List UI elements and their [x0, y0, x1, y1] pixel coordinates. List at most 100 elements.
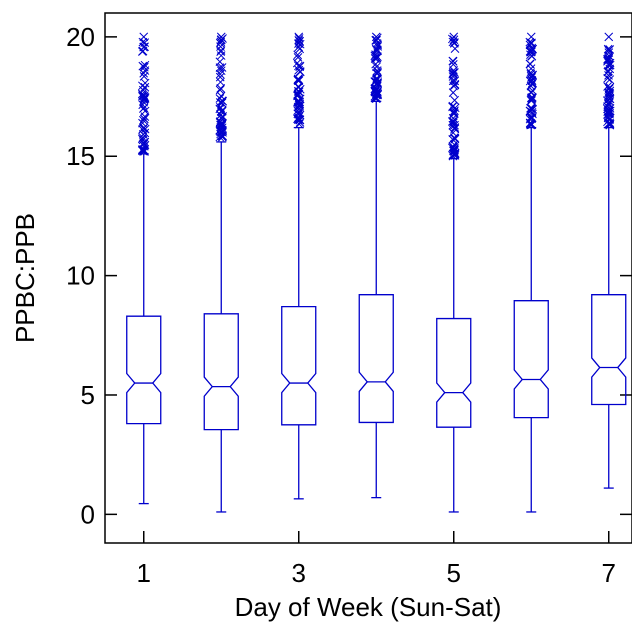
outlier-marker [450, 134, 460, 144]
outlier-marker [604, 32, 614, 42]
outlier-marker [449, 32, 459, 42]
outlier-marker [137, 145, 147, 155]
outlier-marker [216, 110, 225, 120]
outlier-marker [371, 86, 380, 95]
outlier-marker [216, 77, 225, 87]
plot-frame [104, 12, 632, 544]
outlier-marker [216, 91, 226, 101]
outlier-marker [295, 94, 305, 104]
outlier-marker [604, 46, 613, 55]
outlier-marker [138, 118, 147, 128]
x-axis-label: Day of Week (Sun-Sat) [235, 592, 502, 622]
y-tick-label: 10 [66, 261, 95, 291]
outlier-marker [448, 88, 458, 97]
box-body [126, 315, 162, 425]
box-series [126, 32, 627, 513]
outlier-marker [294, 32, 304, 42]
x-tick-label: 5 [447, 558, 461, 588]
outlier-marker [370, 54, 380, 63]
outlier-markers [370, 32, 383, 103]
outlier-marker [604, 90, 614, 100]
outlier-marker [448, 68, 458, 78]
outlier-marker [139, 72, 149, 81]
y-axis: 0 5 10 15 20 [66, 22, 632, 529]
outlier-marker [605, 120, 615, 130]
box-day-2 [203, 32, 239, 513]
outlier-marker [295, 84, 305, 94]
outlier-marker [216, 51, 226, 60]
outlier-marker [603, 44, 613, 54]
outlier-marker [139, 114, 149, 124]
box-body [591, 294, 627, 406]
outlier-marker [527, 120, 537, 130]
outlier-marker [373, 77, 382, 87]
outlier-marker [450, 95, 459, 105]
outlier-marker [139, 32, 149, 42]
outlier-marker [294, 34, 304, 43]
outlier-marker [373, 79, 382, 89]
outlier-marker [373, 46, 382, 56]
outlier-marker [449, 81, 458, 91]
outlier-marker [604, 71, 613, 80]
outlier-marker [525, 59, 535, 69]
outlier-marker [138, 61, 148, 71]
outlier-marker [294, 61, 303, 71]
outlier-marker [373, 81, 382, 90]
outlier-marker [138, 37, 148, 47]
outlier-marker [294, 119, 304, 129]
outlier-markers [215, 32, 228, 142]
outlier-marker [605, 88, 615, 98]
outlier-marker [527, 73, 536, 83]
outlier-markers [292, 32, 305, 129]
outlier-marker [371, 52, 380, 62]
outlier-marker [526, 93, 536, 103]
outlier-marker [450, 76, 460, 86]
box-body [203, 313, 239, 431]
outlier-marker [138, 133, 148, 142]
outlier-marker [215, 69, 225, 79]
box-day-7 [591, 32, 627, 489]
outlier-marker [140, 128, 150, 138]
outlier-marker [372, 66, 382, 75]
outlier-marker [605, 58, 615, 68]
box-day-3 [281, 32, 317, 500]
outlier-marker [528, 109, 537, 119]
box-day-5 [436, 32, 472, 513]
outlier-marker [525, 37, 535, 47]
box-body [436, 317, 472, 428]
y-tick-label: 15 [66, 141, 95, 171]
outlier-marker [605, 118, 615, 128]
outlier-marker [138, 92, 147, 101]
outlier-marker [449, 109, 458, 118]
outlier-marker [293, 50, 303, 60]
outlier-marker [372, 93, 382, 103]
outlier-marker [295, 97, 305, 107]
x-tick-label: 3 [292, 558, 306, 588]
outlier-marker [449, 145, 459, 155]
outlier-marker [216, 83, 226, 93]
outlier-marker [140, 106, 150, 116]
y-tick-label: 5 [81, 380, 95, 410]
x-tick-label: 7 [602, 558, 616, 588]
outlier-marker [218, 126, 228, 135]
outlier-marker [216, 107, 226, 116]
outlier-marker [216, 35, 226, 45]
x-axis: 1 3 5 7 [137, 531, 616, 588]
outlier-marker [218, 132, 227, 142]
outlier-markers [137, 32, 150, 156]
outlier-marker [450, 106, 459, 116]
outlier-marker [215, 94, 225, 103]
outlier-marker [293, 75, 303, 85]
outlier-marker [603, 73, 613, 83]
outlier-marker [140, 82, 150, 92]
outlier-marker [293, 74, 303, 84]
outlier-markers [602, 32, 615, 130]
outlier-marker [216, 66, 226, 76]
box-day-1 [126, 32, 162, 505]
outlier-marker [604, 66, 613, 76]
outlier-marker [449, 117, 458, 126]
box-day-6 [513, 32, 549, 513]
outlier-marker [449, 35, 459, 45]
outlier-marker [603, 104, 612, 114]
